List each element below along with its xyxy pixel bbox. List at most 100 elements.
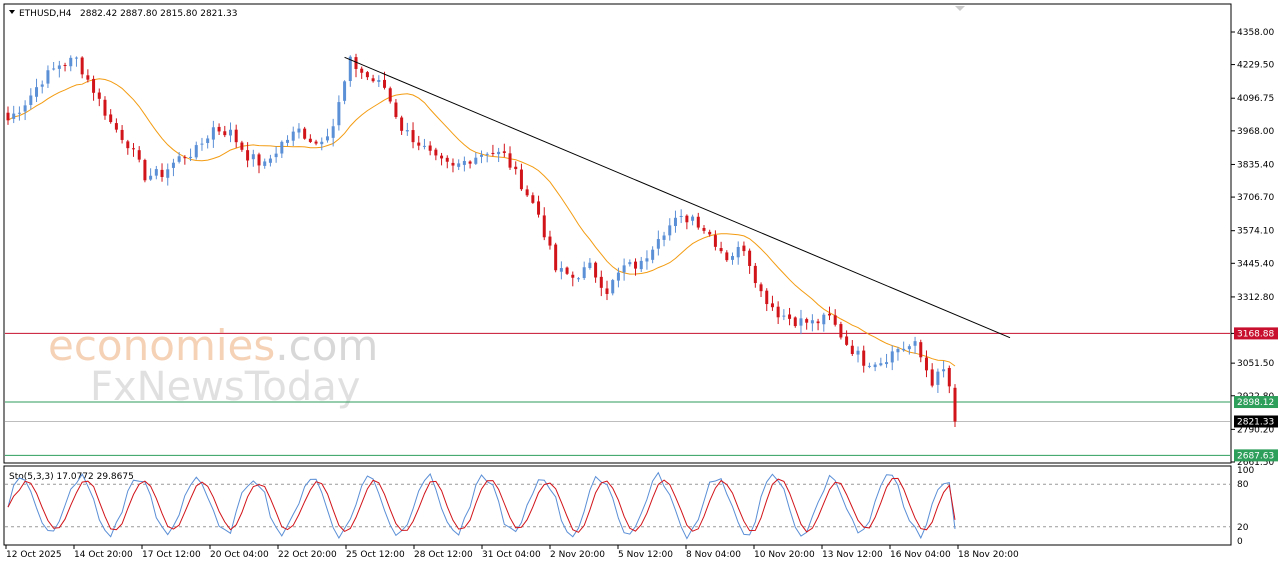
candle	[822, 312, 826, 332]
candle	[713, 230, 717, 251]
candle	[531, 192, 535, 204]
candle	[35, 78, 39, 103]
symbol-timeframe: ETHUSD,H4	[19, 9, 72, 19]
candle	[605, 280, 609, 301]
candle	[685, 214, 689, 230]
horizontal-levels	[5, 332, 1230, 456]
x-tick-label: 18 Nov 20:00	[958, 550, 1019, 560]
candle	[462, 156, 466, 172]
candle	[23, 100, 27, 121]
candle	[805, 317, 809, 330]
candle	[320, 137, 324, 151]
candle	[405, 122, 409, 136]
candle	[251, 149, 255, 167]
candle	[542, 207, 546, 241]
candle	[599, 270, 603, 297]
candle	[919, 339, 923, 363]
time-axis: 12 Oct 2025 14 Oct 20:00 17 Oct 12:00 20 Oc…	[5, 545, 1019, 560]
x-tick-label: 25 Oct 12:00	[346, 550, 405, 560]
candle	[451, 158, 455, 173]
candle	[879, 357, 883, 367]
x-tick-label: 2 Nov 20:00	[550, 550, 605, 560]
y-tick-label: 3968.00	[1237, 127, 1274, 137]
x-tick-label: 14 Oct 20:00	[74, 550, 133, 560]
candle	[896, 346, 900, 361]
candle	[29, 88, 33, 110]
watermark: economies.com FxNewsToday	[48, 321, 378, 410]
candle	[360, 66, 364, 79]
candle	[953, 384, 957, 427]
price-badge-3: 2687.63	[1234, 449, 1278, 462]
candle	[331, 118, 335, 147]
candle	[890, 345, 894, 371]
candle	[114, 118, 118, 133]
candle	[149, 168, 153, 181]
stoch-k-line	[7, 471, 956, 540]
candle	[702, 225, 706, 234]
candle	[12, 105, 16, 124]
candle	[525, 185, 529, 198]
candle	[856, 346, 860, 363]
y-tick-label: 4229.50	[1237, 61, 1274, 71]
candle	[753, 262, 757, 288]
x-tick-label: 17 Oct 12:00	[142, 550, 201, 560]
candle	[742, 241, 746, 256]
candle	[736, 241, 740, 265]
candle	[143, 158, 147, 183]
candle	[92, 75, 96, 101]
candle	[668, 218, 672, 241]
y-tick-label: 3835.40	[1237, 160, 1274, 170]
candle	[343, 80, 347, 105]
collapse-triangle-icon[interactable]	[9, 10, 15, 14]
candle	[445, 155, 449, 169]
stoch-tick-label: 20	[1237, 523, 1249, 533]
price-badges: 3168.88 2898.12 2821.33 2687.63	[1234, 327, 1278, 462]
candle	[211, 120, 215, 148]
candle	[611, 278, 615, 296]
candle	[776, 301, 780, 325]
candle	[725, 250, 729, 262]
candle	[354, 53, 358, 78]
candles	[6, 53, 957, 427]
stoch-tick-label: 80	[1237, 480, 1249, 490]
candle	[428, 141, 432, 156]
candle	[845, 330, 849, 346]
shift-marker-icon[interactable]	[955, 6, 965, 11]
trendline[interactable]	[344, 56, 1011, 339]
candle	[537, 195, 541, 218]
x-tick-label: 16 Nov 04:00	[890, 550, 951, 560]
candle	[833, 309, 837, 327]
candle	[286, 135, 290, 147]
y-tick-label: 3051.50	[1237, 359, 1274, 369]
candle	[850, 340, 854, 356]
candle	[474, 152, 478, 165]
stochastic-pane-frame	[3, 465, 1232, 546]
candle	[411, 122, 415, 149]
candle	[40, 80, 44, 94]
candle	[103, 96, 107, 120]
candle	[97, 88, 101, 107]
candle	[656, 230, 660, 256]
x-tick-label: 10 Nov 20:00	[754, 550, 815, 560]
candle	[468, 160, 472, 169]
candle	[377, 75, 381, 87]
svg-text:2898.12: 2898.12	[1237, 398, 1274, 408]
candle	[365, 71, 369, 81]
candle	[862, 345, 866, 373]
candle	[291, 126, 295, 147]
svg-text:3168.88: 3168.88	[1237, 329, 1274, 339]
candle	[457, 159, 461, 171]
candle	[576, 277, 580, 282]
x-tick-label: 20 Oct 04:00	[210, 550, 269, 560]
svg-text:economies.com: economies.com	[48, 321, 378, 370]
candle	[166, 163, 170, 186]
watermark-dotcom: .com	[275, 321, 378, 370]
candle	[548, 230, 552, 250]
candle	[913, 336, 917, 354]
candle	[497, 147, 501, 163]
candle	[942, 360, 946, 378]
stoch-tick-label: 100	[1237, 466, 1254, 476]
candle	[696, 212, 700, 230]
candle	[719, 241, 723, 254]
candle	[731, 252, 735, 265]
